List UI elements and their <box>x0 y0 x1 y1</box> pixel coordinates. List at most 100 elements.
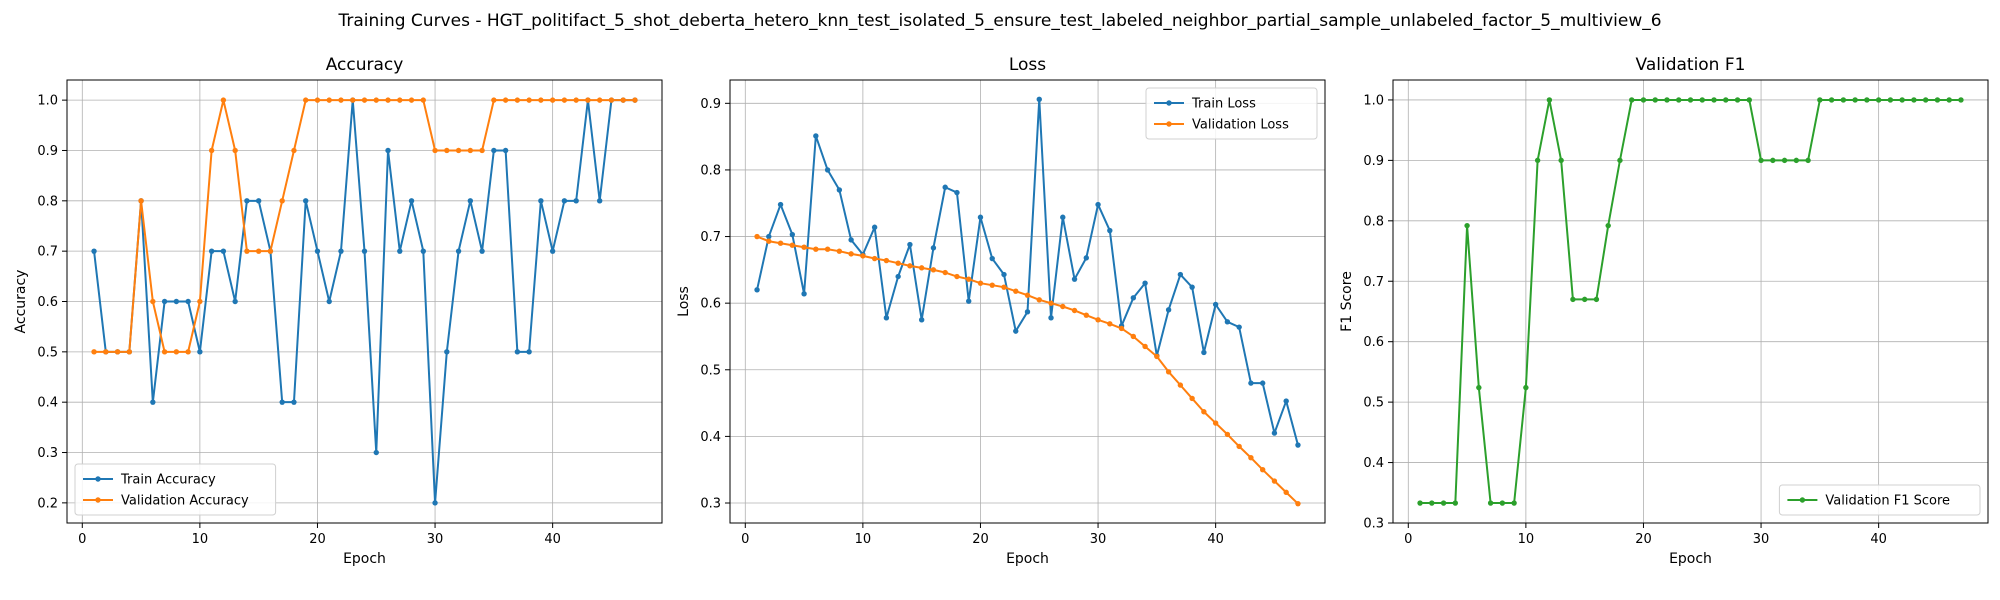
chart-loss-series-train-loss-point <box>1107 227 1113 234</box>
chart-loss-series-validation-loss-point <box>1071 307 1078 314</box>
chart-validation-f1-title: Validation F1 <box>1636 55 1746 75</box>
chart-accuracy-series-validation-accuracy-point <box>444 147 450 154</box>
chart-loss-series-validation-loss-point <box>1060 303 1066 310</box>
chart-accuracy-series-validation-accuracy-point <box>608 97 615 103</box>
chart-loss-series-validation-loss-point <box>871 255 878 262</box>
chart-accuracy-series-validation-accuracy-point <box>161 349 168 355</box>
chart-loss-series-validation-loss-point <box>883 257 890 264</box>
chart-loss-series-train-loss-point <box>918 317 925 323</box>
chart-validation-f1-xtick-label: 0 <box>1404 532 1412 547</box>
chart-loss-series-train-loss-point <box>977 214 984 220</box>
chart-accuracy-series-validation-accuracy-point <box>385 97 391 103</box>
chart-accuracy-ytick-label: 1.0 <box>37 94 58 109</box>
chart-validation-f1-ytick-label: 0.6 <box>1363 335 1384 350</box>
chart-accuracy-series-validation-accuracy-point <box>632 97 638 103</box>
chart-validation-f1-legend: Validation F1 Score <box>1778 484 1981 516</box>
chart-accuracy-series-train-accuracy-point <box>185 298 191 305</box>
chart-validation-f1-legend-marker-validation-f1-score <box>1799 497 1806 503</box>
chart-validation-f1-series-validation-f1-score-point <box>1476 384 1482 391</box>
chart-loss-series-train-loss-point <box>871 224 878 230</box>
chart-loss-series-train-loss-point <box>1201 349 1207 356</box>
chart-accuracy-series-train-accuracy-point <box>220 248 227 254</box>
chart-validation-f1-series-validation-f1-score-point <box>1487 500 1494 506</box>
chart-accuracy-series-validation-accuracy-point <box>397 97 403 103</box>
chart-accuracy-series-validation-accuracy-point <box>467 147 474 154</box>
chart-accuracy-xtick-label: 0 <box>78 532 86 547</box>
chart-loss-legend-label-validation-loss: Validation Loss <box>1192 118 1289 133</box>
chart-validation-f1-series-validation-f1-score-point <box>1887 97 1894 103</box>
chart-loss-series-validation-loss-point <box>942 269 948 276</box>
chart-accuracy-series-validation-accuracy-point <box>185 349 191 355</box>
chart-validation-f1-series-validation-f1-score-point <box>1640 97 1647 103</box>
chart-validation-f1-series-validation-f1-score-point <box>1805 157 1811 164</box>
chart-accuracy-series-train-accuracy-point <box>314 248 321 254</box>
chart-loss-series-train-loss-point <box>883 315 890 321</box>
chart-loss-series-validation-loss-point <box>1118 325 1125 332</box>
chart-loss-series-validation-loss-point <box>1083 312 1089 318</box>
chart-validation-f1-series-validation-f1-score-point <box>1723 97 1729 103</box>
chart-accuracy-legend-marker-train-accuracy <box>95 476 101 482</box>
chart-loss-series-train-loss-point <box>754 287 760 293</box>
chart-loss-xtick-label: 0 <box>741 532 749 547</box>
chart-loss-series-validation-loss-point <box>1095 317 1101 323</box>
chart-loss-series-train-loss-point <box>1165 307 1172 313</box>
chart-accuracy-ylabel: Accuracy <box>13 270 29 334</box>
chart-validation-f1-series-validation-f1-score-point <box>1946 97 1952 103</box>
chart-accuracy-series-validation-accuracy-point <box>314 97 321 103</box>
chart-accuracy-ytick-label: 0.9 <box>37 144 58 159</box>
chart-accuracy-series-train-accuracy-point <box>197 349 203 355</box>
chart-validation-f1-series-validation-f1-score-point <box>1617 157 1623 164</box>
chart-accuracy-series-validation-accuracy-point <box>291 147 297 154</box>
chart-accuracy-series-validation-accuracy-point <box>526 97 532 103</box>
chart-validation-f1-series-validation-f1-score-point <box>1770 157 1776 164</box>
chart-validation-f1-series-validation-f1-score-point <box>1828 97 1835 103</box>
chart-accuracy-series-train-accuracy-point <box>502 147 509 154</box>
chart-loss-series-validation-loss-point <box>918 265 925 271</box>
chart-accuracy-xtick-label: 30 <box>427 532 444 547</box>
chart-accuracy-series-validation-accuracy-point <box>350 97 356 103</box>
chart-accuracy-series-validation-accuracy-point <box>197 298 203 305</box>
chart-loss-series-train-loss-point <box>766 233 772 240</box>
chart-loss-series-validation-loss-point <box>1048 300 1054 306</box>
chart-accuracy-series-train-accuracy-point <box>408 198 415 204</box>
chart-accuracy-series-train-accuracy-point <box>573 198 579 204</box>
chart-validation-f1-series-validation-f1-score-point <box>1817 97 1823 103</box>
chart-validation-f1-series-validation-f1-score-point <box>1464 222 1470 229</box>
chart-accuracy-legend: Train Accuracy Validation Accuracy <box>74 463 277 516</box>
chart-accuracy-series-validation-accuracy-point <box>585 97 591 103</box>
chart-loss-series-validation-loss-point <box>977 280 984 286</box>
chart-accuracy-ytick-label: 0.2 <box>37 496 58 511</box>
chart-accuracy-ytick-label: 0.7 <box>37 245 58 260</box>
chart-loss-series-validation-loss-point <box>1154 353 1160 360</box>
chart-loss-xtick-label: 40 <box>1207 532 1224 547</box>
chart-validation-f1-series-validation-f1-score-point <box>1452 500 1459 506</box>
chart-validation-f1-xtick-label: 40 <box>1870 532 1887 547</box>
chart-accuracy-series-train-accuracy-point <box>91 248 97 254</box>
chart-accuracy-series-train-accuracy-point <box>255 198 262 204</box>
chart-accuracy-series-validation-accuracy-point <box>561 97 568 103</box>
chart-accuracy-series-validation-accuracy-point <box>491 97 497 103</box>
chart-accuracy-series-train-accuracy-point <box>514 349 521 355</box>
chart-loss-panel: 0 10 20 30 40 0.3 0.4 0.5 0.6 0.7 0.8 0.9 Loss Epoch L… <box>676 55 1326 567</box>
chart-loss-series-train-loss-point <box>1083 255 1089 261</box>
chart-loss-series-train-loss-point <box>1036 96 1042 103</box>
chart-loss-series-validation-loss-point <box>1236 443 1242 450</box>
chart-loss-series-validation-loss-point <box>954 273 960 280</box>
figure-suptitle: Training Curves - HGT_politifact_5_shot_… <box>337 11 1661 31</box>
chart-accuracy-series-train-accuracy-point <box>161 298 168 305</box>
chart-accuracy-series-validation-accuracy-point <box>255 248 262 254</box>
chart-loss-series-validation-loss-point <box>801 244 807 250</box>
chart-accuracy-series-train-accuracy-point <box>150 399 156 405</box>
chart-loss-series-train-loss-point <box>1212 301 1219 308</box>
chart-validation-f1-series-validation-f1-score-point <box>1676 97 1682 103</box>
chart-loss-series-train-loss-point <box>1130 295 1137 301</box>
chart-loss-ytick-label: 0.4 <box>700 430 721 445</box>
chart-accuracy-series-validation-accuracy-point <box>538 97 544 103</box>
chart-loss-series-validation-loss-point <box>777 240 784 246</box>
chart-loss-series-train-loss-point <box>907 241 913 248</box>
chart-accuracy-ytick-label: 0.5 <box>37 345 58 360</box>
chart-loss-series-train-loss-point <box>848 237 854 243</box>
chart-loss-series-validation-loss-point <box>907 263 913 269</box>
chart-validation-f1-series-validation-f1-score-point <box>1746 97 1752 103</box>
